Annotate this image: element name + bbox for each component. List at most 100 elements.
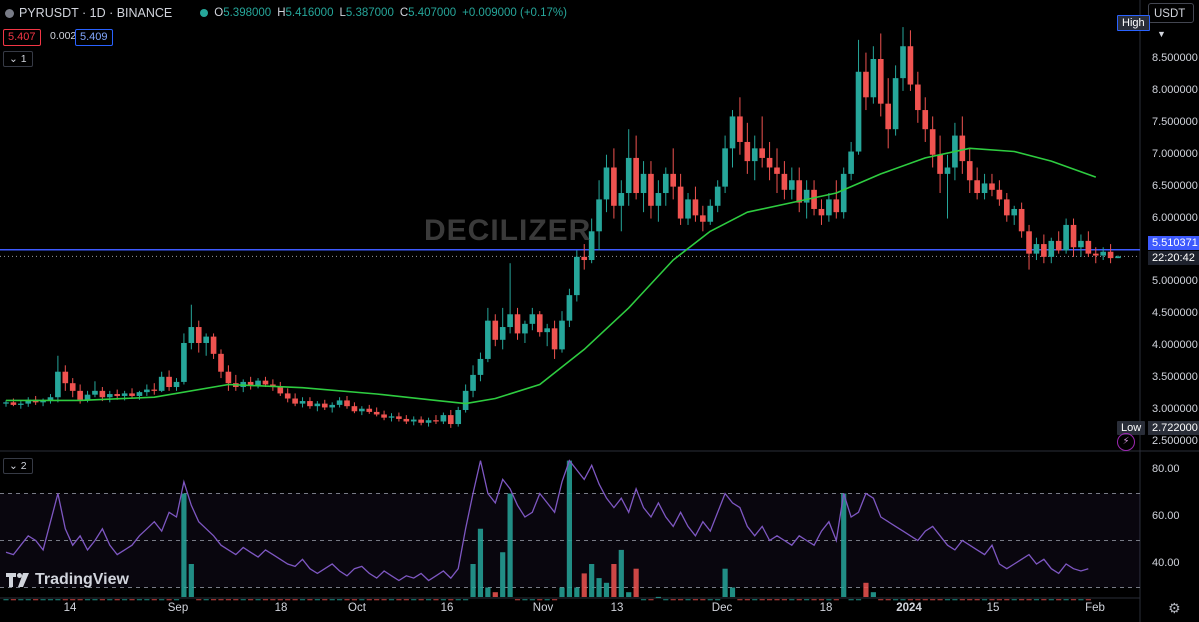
candle-body <box>840 173 847 213</box>
candle-body <box>996 189 1003 200</box>
gear-icon[interactable]: ⚙ <box>1168 600 1181 616</box>
candle-body <box>1115 256 1121 259</box>
volume-bar <box>62 599 68 601</box>
currency-selector[interactable]: USDT ▼ <box>1148 3 1194 39</box>
candle-body <box>863 71 869 98</box>
volume-bar <box>181 493 187 597</box>
time-tick-label: 13 <box>610 602 624 614</box>
candle-body <box>692 199 699 216</box>
candle-body <box>581 256 588 261</box>
volume-bar <box>366 599 372 601</box>
volume-bar <box>307 599 313 601</box>
volume-bar <box>551 599 558 601</box>
countdown-label: 22:20:42 <box>1148 251 1199 265</box>
pane-1-toggle[interactable]: ⌄ 1 <box>3 51 33 67</box>
candle-body <box>544 328 550 333</box>
volume-bar <box>18 599 24 601</box>
candle-body <box>655 193 662 206</box>
volume-bar <box>589 564 595 597</box>
price-tick-label: 8.000000 <box>1152 83 1198 96</box>
candle-body <box>759 148 765 158</box>
high-value: 5.416000 <box>285 7 334 19</box>
volume-bar <box>270 599 276 601</box>
candle-body <box>106 394 113 398</box>
volume-bar <box>403 599 409 601</box>
candle-body <box>462 390 469 410</box>
high-label: H <box>277 7 286 19</box>
volume-bar <box>1033 599 1040 601</box>
candle-body <box>1048 240 1055 257</box>
candle-body <box>870 59 877 98</box>
volume-bar <box>173 599 180 601</box>
candle-body <box>92 390 98 395</box>
price-tick-label: 5.000000 <box>1152 275 1198 288</box>
volume-bar <box>833 599 839 601</box>
time-tick-label: 14 <box>63 602 77 614</box>
buy-price-button[interactable]: 5.409 <box>75 29 113 46</box>
candle-body <box>1078 240 1084 248</box>
volume-bar <box>626 592 632 597</box>
ohlc-values: O5.398000 H5.416000 L5.387000 C5.407000 … <box>214 7 567 19</box>
price-tick-label: 4.500000 <box>1152 307 1198 320</box>
volume-bar <box>804 599 810 601</box>
lightning-icon[interactable]: ⚡ <box>1117 433 1135 451</box>
candle-body <box>1018 208 1025 232</box>
volume-bar <box>3 599 9 601</box>
candle-body <box>218 353 224 372</box>
volume-bar <box>433 599 439 601</box>
volume-bar <box>351 599 358 601</box>
candle-body <box>974 180 980 194</box>
candle-body <box>425 420 432 423</box>
candle-body <box>188 327 195 343</box>
volume-bar <box>233 599 239 601</box>
volume-bar <box>418 599 424 601</box>
symbol-logo-icon <box>5 8 14 18</box>
symbol-title[interactable]: PYRUSDT · 1D · BINANCE <box>19 6 173 20</box>
price-tick-label: 8.500000 <box>1152 52 1198 64</box>
volume-bar <box>322 599 328 601</box>
volume-bar <box>537 599 543 601</box>
candle-body <box>885 103 892 130</box>
volume-bar <box>477 528 484 597</box>
volume-bar <box>707 599 713 601</box>
volume-bar <box>1085 599 1091 601</box>
candle-body <box>321 403 328 408</box>
candle-body <box>403 418 410 422</box>
candle-body <box>722 148 728 187</box>
pane-2-toggle[interactable]: ⌄ 2 <box>3 458 33 474</box>
volume-bar <box>685 599 691 601</box>
market-status-icon[interactable] <box>200 9 209 17</box>
candle-body <box>1070 224 1077 248</box>
volume-bar <box>188 564 194 597</box>
volume-bar <box>944 599 951 601</box>
candle-body <box>1092 253 1099 256</box>
candle-body <box>603 167 610 200</box>
candle-body <box>811 189 817 209</box>
price-tick-label: 7.500000 <box>1152 115 1198 128</box>
volume-bar <box>640 599 647 601</box>
candle-body <box>522 323 528 334</box>
volume-bar <box>967 599 973 601</box>
volume-bar <box>129 599 135 601</box>
volume-bar <box>10 599 17 601</box>
tradingview-logo[interactable]: TradingView <box>6 571 129 589</box>
volume-bar <box>989 599 995 601</box>
open-label: O <box>214 7 224 19</box>
volume-bar <box>485 587 491 597</box>
candle-body <box>18 403 24 405</box>
candle-body <box>3 402 9 404</box>
volume-bar <box>937 599 943 601</box>
sell-price-button[interactable]: 5.407 <box>3 29 41 46</box>
candle-body <box>596 199 602 232</box>
volume-bar <box>774 599 780 601</box>
candle-body <box>262 380 269 385</box>
candle-body <box>173 381 180 388</box>
volume-bar <box>870 592 876 597</box>
candle-body <box>492 320 499 340</box>
candle-body <box>855 71 862 152</box>
volume-bar <box>789 599 795 601</box>
volume-bar <box>952 599 958 601</box>
volume-bar <box>40 599 46 601</box>
